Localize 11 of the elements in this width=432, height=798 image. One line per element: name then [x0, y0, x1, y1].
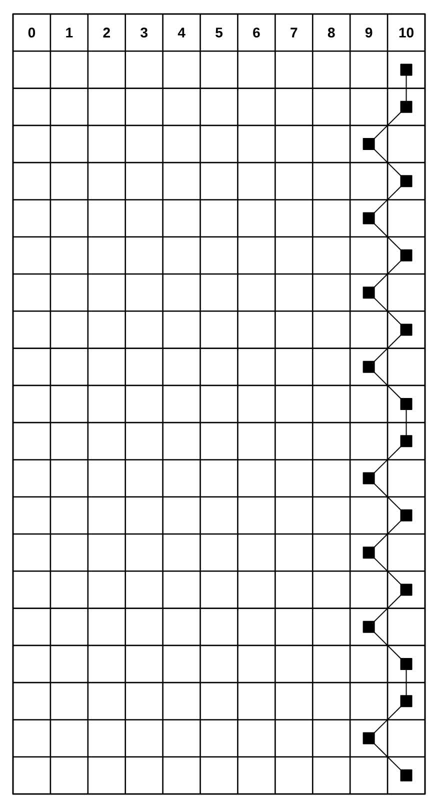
- x-tick-label: 1: [66, 28, 73, 38]
- x-tick-label: 9: [365, 28, 372, 38]
- x-tick-label: 7: [290, 28, 298, 38]
- x-tick-label: 3: [140, 28, 148, 38]
- x-tick-label: 5: [216, 28, 223, 38]
- x-tick-label: 8: [328, 28, 335, 38]
- x-tick-label: 2: [103, 28, 110, 38]
- x-tick-label: 0: [28, 28, 36, 38]
- x-tick-label: 6: [253, 28, 260, 38]
- x-tick-label: 4: [178, 28, 186, 38]
- x-tick-label: 10: [399, 28, 414, 38]
